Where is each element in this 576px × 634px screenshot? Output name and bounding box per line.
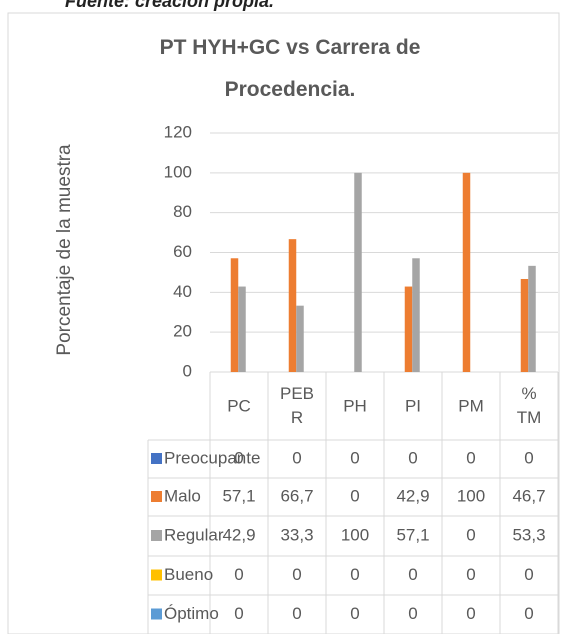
y-tick-label: 60 (173, 242, 192, 261)
chart-frame (7, 12, 560, 634)
x-tick-label: PH (343, 396, 367, 415)
legend-swatch (151, 453, 162, 464)
bar (520, 278, 529, 372)
y-tick-label: 120 (164, 122, 192, 141)
legend-label: Óptimo (164, 604, 219, 623)
table-value: 57,1 (222, 486, 255, 505)
legend-label: Preocupante (164, 448, 260, 467)
bar (296, 305, 304, 372)
table-value: 0 (466, 448, 475, 467)
table-value: 0 (292, 448, 301, 467)
table-value: 100 (457, 486, 485, 505)
table-value: 0 (466, 525, 475, 544)
table-value: 33,3 (280, 525, 313, 544)
y-tick-label: 80 (173, 202, 192, 221)
table-value: 0 (234, 604, 243, 623)
table-value: 42,9 (222, 525, 255, 544)
x-tick-label: PM (458, 396, 484, 415)
legend-swatch (151, 569, 162, 581)
table-value: 66,7 (280, 486, 313, 505)
y-tick-label: 40 (173, 282, 192, 301)
legend-label: Bueno (164, 565, 213, 584)
table-value: 0 (524, 448, 533, 467)
table-value: 0 (408, 448, 417, 467)
legend-label: Regular (164, 525, 224, 544)
table-value: 0 (234, 565, 243, 584)
table-value: 0 (292, 604, 301, 623)
table-value: 0 (466, 565, 475, 584)
x-tick-label: PI (405, 396, 421, 415)
bar (404, 286, 413, 372)
bar (462, 172, 471, 372)
table-value: 0 (408, 565, 417, 584)
x-tick-label: % TM (517, 384, 542, 427)
bar (230, 258, 239, 372)
bar (288, 239, 297, 372)
table-value: 100 (341, 525, 369, 544)
table-value: 46,7 (512, 486, 545, 505)
bar (354, 172, 362, 372)
table-value: 0 (350, 486, 359, 505)
table-value: 0 (292, 565, 301, 584)
table-value: 53,3 (512, 525, 545, 544)
table-value: 0 (524, 604, 533, 623)
table-value: 0 (524, 565, 533, 584)
chart-title: PT HYH+GC vs Carrera de Procedencia. (160, 36, 421, 101)
table-value: 0 (466, 604, 475, 623)
legend-swatch (151, 608, 162, 620)
legend-swatch (151, 491, 162, 502)
table-value: 0 (350, 565, 359, 584)
x-tick-label: PC (227, 396, 251, 415)
y-tick-label: 100 (164, 162, 192, 181)
y-tick-label: 0 (183, 361, 192, 380)
table-value: 0 (234, 448, 243, 467)
legend-swatch (151, 530, 162, 541)
y-tick-label: 20 (173, 322, 192, 341)
bar (412, 258, 420, 372)
table-value: 0 (350, 604, 359, 623)
bar (528, 265, 536, 372)
source-note: Fuente: creación propia. (65, 0, 274, 11)
table-value: 42,9 (396, 486, 429, 505)
x-tick-label: PEB R (280, 384, 314, 427)
table-value: 57,1 (396, 525, 429, 544)
table-value: 0 (350, 448, 359, 467)
table-value: 0 (408, 604, 417, 623)
y-axis-label: Porcentaje de la muestra (54, 144, 75, 356)
legend-label: Malo (164, 486, 201, 505)
bar (238, 286, 246, 372)
